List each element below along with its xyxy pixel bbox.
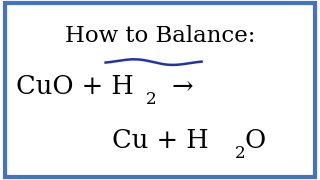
Text: 2: 2 — [235, 145, 246, 162]
Text: CuO + H: CuO + H — [16, 74, 134, 99]
Text: O: O — [245, 128, 266, 153]
Text: Cu + H: Cu + H — [112, 128, 209, 153]
Text: How to Balance:: How to Balance: — [65, 25, 255, 47]
Text: 2: 2 — [146, 91, 156, 108]
Text: →: → — [171, 74, 193, 99]
